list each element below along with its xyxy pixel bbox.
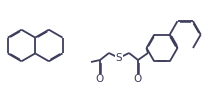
Text: S: S bbox=[116, 53, 122, 63]
Text: O: O bbox=[96, 74, 104, 84]
Text: O: O bbox=[134, 74, 142, 84]
